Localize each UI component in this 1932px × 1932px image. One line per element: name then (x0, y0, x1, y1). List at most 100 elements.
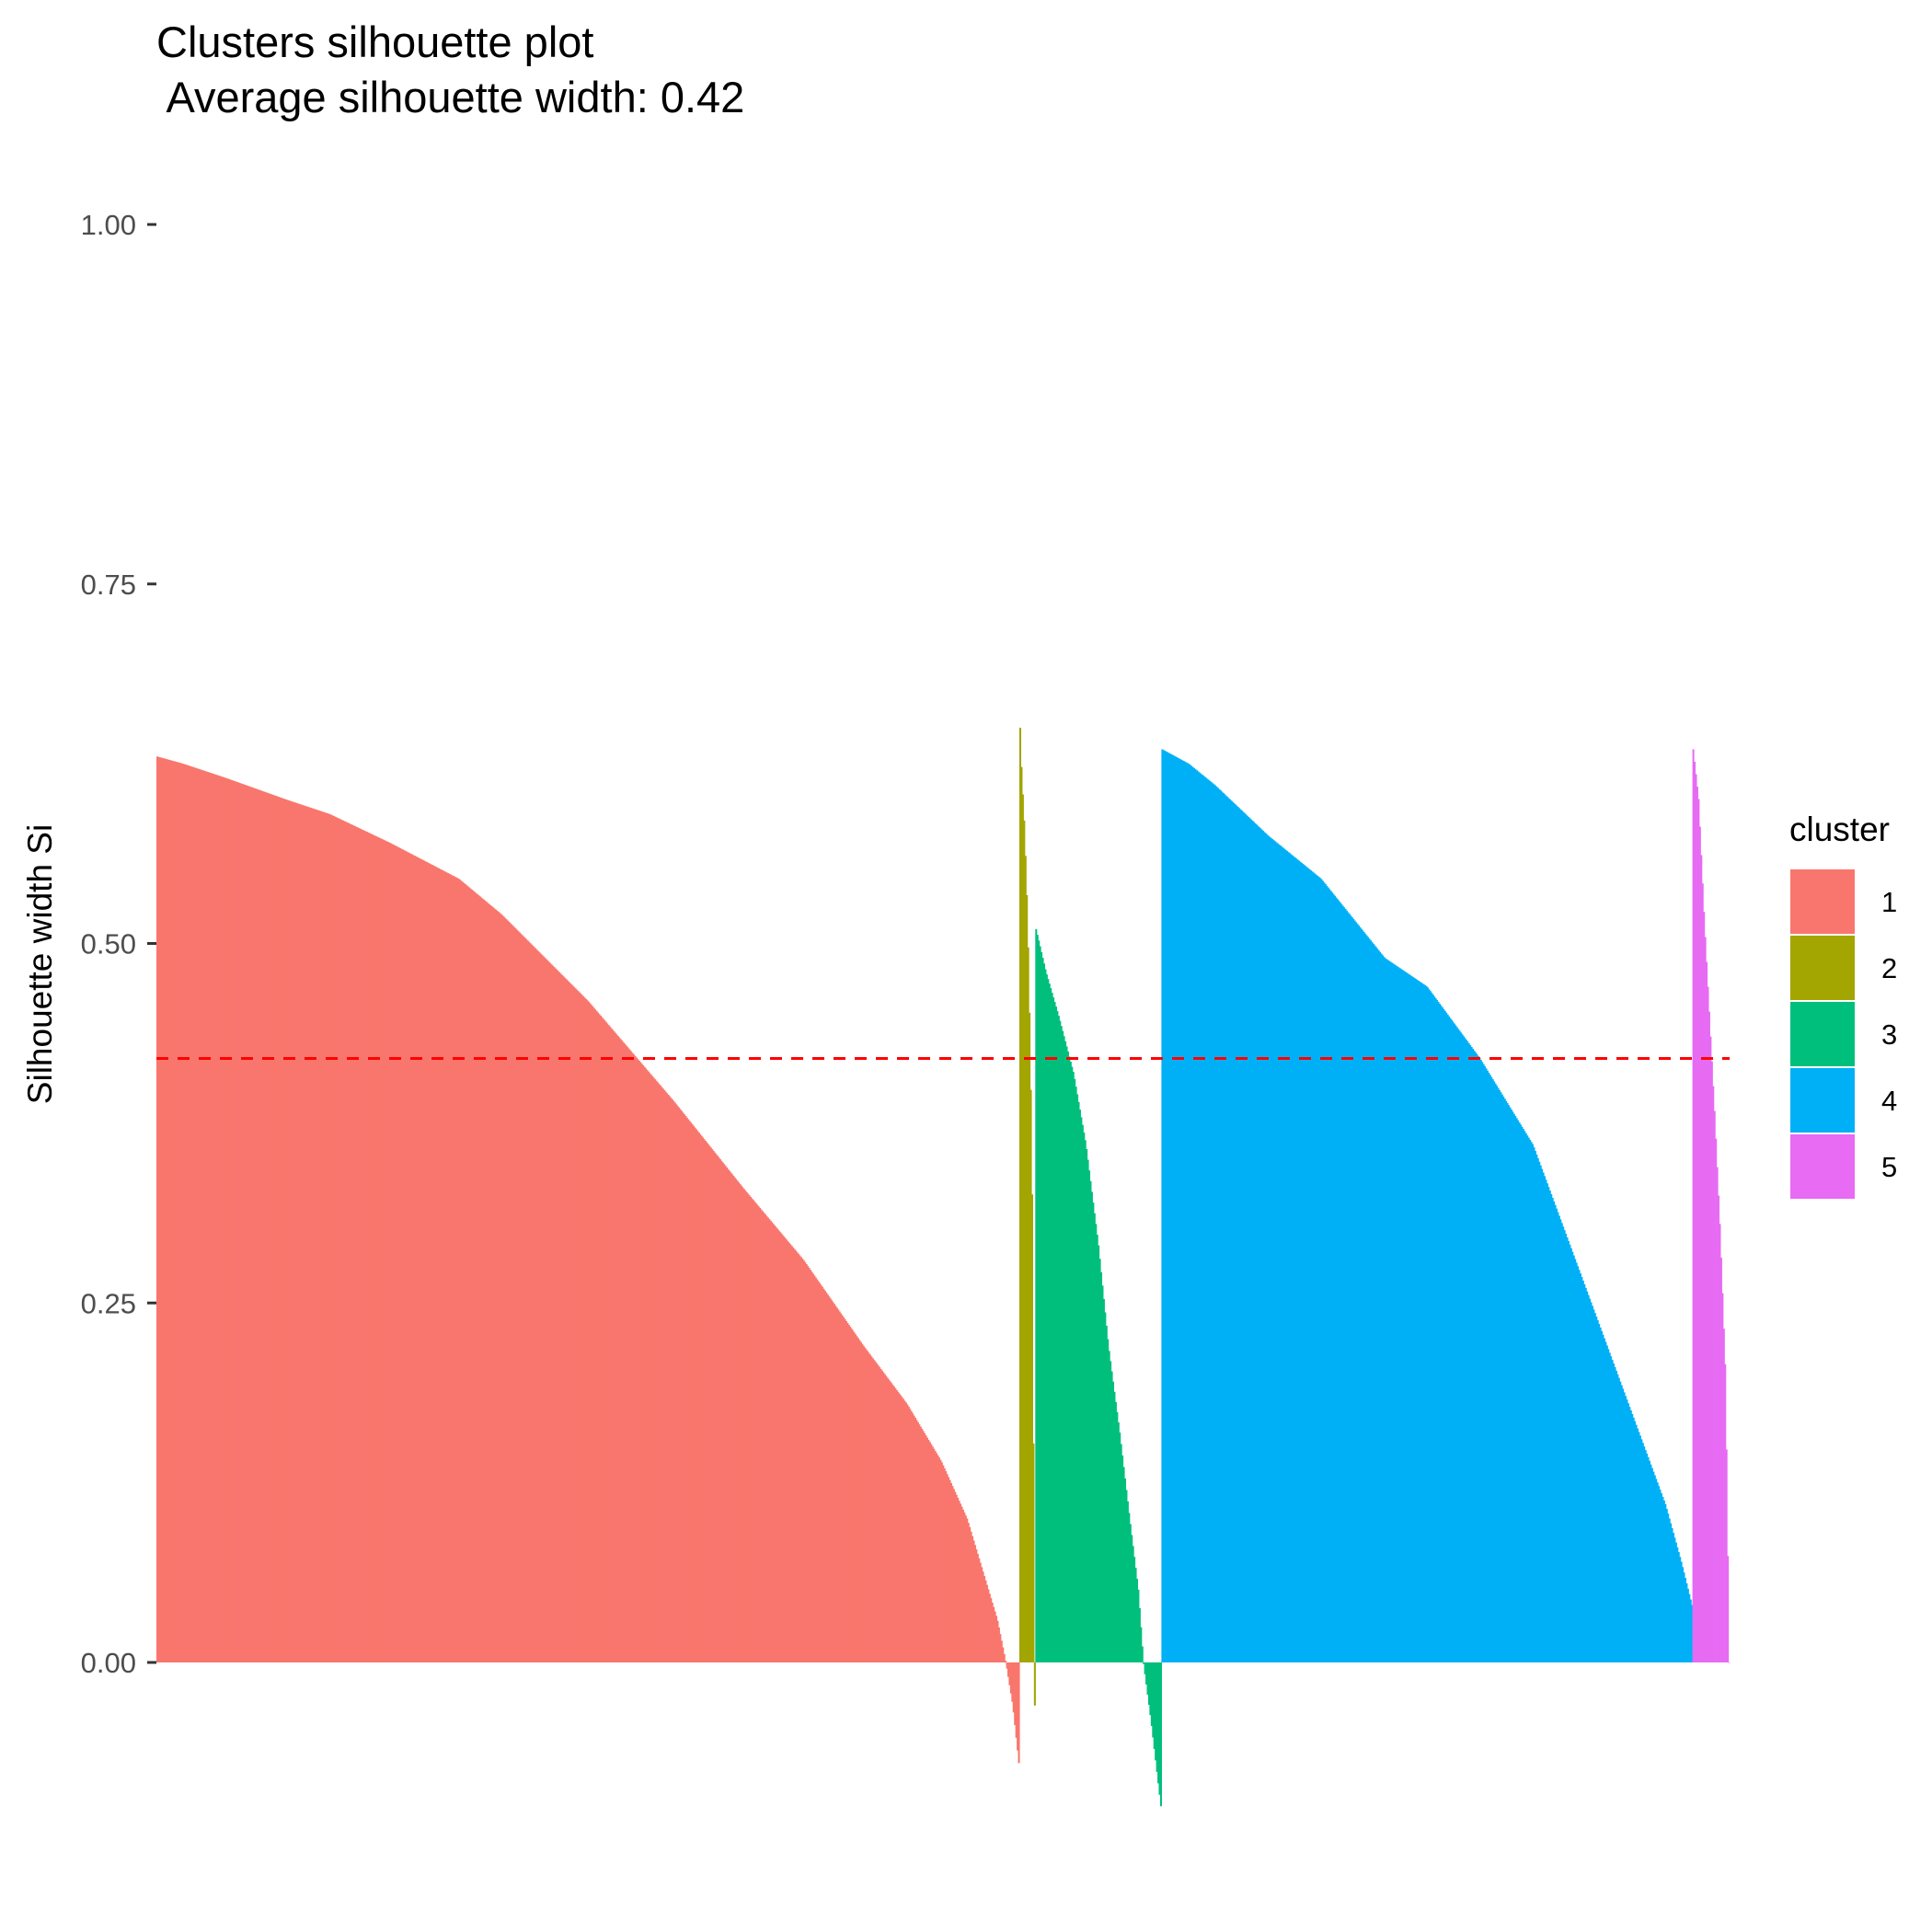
silhouette-bar (936, 1453, 938, 1662)
silhouette-bar (282, 798, 285, 1662)
silhouette-bar (594, 1009, 597, 1662)
silhouette-bar (1197, 771, 1200, 1662)
silhouette-bar (170, 760, 173, 1662)
silhouette-bar (418, 857, 420, 1662)
silhouette-bar (223, 776, 225, 1662)
silhouette-bar (568, 982, 570, 1662)
silhouette-bar (1465, 1040, 1467, 1662)
silhouette-bar (1571, 1251, 1574, 1662)
silhouette-bar (1591, 1305, 1593, 1662)
silhouette-bar (1601, 1330, 1604, 1662)
silhouette-bar (778, 1231, 781, 1662)
silhouette-bar (1093, 1213, 1096, 1662)
silhouette-bar (894, 1388, 897, 1662)
silhouette-bar (449, 874, 452, 1662)
silhouette-bar (793, 1248, 796, 1662)
silhouette-bar (492, 907, 495, 1662)
silhouette-bar (853, 1332, 856, 1662)
silhouette-bar (427, 862, 430, 1662)
silhouette-bar (187, 765, 190, 1662)
silhouette-bar (1400, 969, 1403, 1662)
silhouette-bar (1161, 749, 1164, 1662)
silhouette-bar (430, 864, 432, 1662)
silhouette-bar (1622, 1388, 1625, 1662)
silhouette-bar (247, 786, 250, 1662)
silhouette-bar (574, 988, 577, 1662)
silhouette-bar (625, 1045, 627, 1662)
silhouette-bar (1558, 1215, 1560, 1662)
silhouette-bar (256, 788, 259, 1662)
silhouette-bar (730, 1172, 732, 1662)
silhouette-bar (1205, 777, 1208, 1662)
silhouette-bar (484, 901, 487, 1662)
silhouette-bar (286, 799, 289, 1662)
silhouette-bar (314, 809, 316, 1662)
silhouette-bar (385, 840, 387, 1662)
silhouette-bar (592, 1006, 594, 1662)
silhouette-bar (158, 757, 161, 1662)
silhouette-bar (797, 1253, 800, 1662)
silhouette-bar (193, 767, 196, 1662)
silhouette-bar (1283, 848, 1286, 1662)
silhouette-bar (757, 1206, 760, 1662)
silhouette-bar (554, 968, 557, 1662)
silhouette-bar (1453, 1023, 1455, 1662)
silhouette-bar (752, 1200, 754, 1662)
silhouette-bar (439, 868, 442, 1662)
silhouette-bar (1490, 1076, 1493, 1662)
silhouette-bar (585, 998, 588, 1662)
silhouette-bar (1147, 1662, 1150, 1706)
silhouette-bar (377, 837, 381, 1662)
silhouette-bar (1708, 1011, 1710, 1662)
silhouette-bar (1246, 815, 1248, 1662)
silhouette-bar (601, 1017, 604, 1662)
silhouette-bar (852, 1330, 855, 1662)
silhouette-bar (1412, 977, 1415, 1662)
silhouette-bar (1616, 1374, 1619, 1662)
silhouette-bar (373, 834, 375, 1662)
silhouette-bar (577, 991, 580, 1662)
silhouette-bar (537, 950, 540, 1662)
silhouette-bar (156, 756, 159, 1662)
silhouette-bar (922, 1431, 925, 1662)
silhouette-bar (1305, 867, 1308, 1662)
silhouette-bar (445, 872, 448, 1662)
silhouette-bar (913, 1415, 915, 1662)
silhouette-bar (1173, 755, 1176, 1662)
silhouette-bar (777, 1230, 780, 1662)
silhouette-bar (1110, 1361, 1112, 1662)
silhouette-bar (1098, 1259, 1101, 1662)
silhouette-bar (1015, 1662, 1018, 1738)
silhouette-bar (1460, 1032, 1463, 1662)
silhouette-bar (229, 779, 232, 1662)
silhouette-bar (1461, 1034, 1464, 1662)
silhouette-bar (1694, 762, 1696, 1662)
silhouette-bar (209, 773, 212, 1662)
silhouette-bar (597, 1012, 600, 1662)
silhouette-bar (1440, 1005, 1443, 1662)
silhouette-bar (1282, 847, 1284, 1662)
silhouette-bar (931, 1446, 934, 1662)
silhouette-bar (879, 1366, 881, 1662)
silhouette-bar (528, 941, 531, 1662)
silhouette-bar (683, 1114, 685, 1662)
silhouette-bar (910, 1410, 913, 1662)
silhouette-bar (1033, 1662, 1036, 1706)
silhouette-bar (1303, 865, 1305, 1662)
silhouette-bar (604, 1021, 607, 1662)
silhouette-bar (1126, 1501, 1129, 1662)
silhouette-bar (1514, 1116, 1517, 1662)
silhouette-bar (421, 859, 424, 1662)
silhouette-bar (994, 1611, 996, 1662)
silhouette-bar (1257, 825, 1259, 1662)
silhouette-bar (958, 1501, 960, 1662)
silhouette-bar (1143, 1662, 1145, 1664)
silhouette-bar (1191, 766, 1194, 1662)
silhouette-bar (1029, 1089, 1032, 1662)
silhouette-bar (271, 794, 274, 1662)
silhouette-bar (1581, 1281, 1584, 1662)
silhouette-bar (506, 920, 509, 1662)
silhouette-bar (494, 909, 498, 1662)
silhouette-bar (1721, 1293, 1724, 1662)
silhouette-bar (707, 1144, 709, 1662)
